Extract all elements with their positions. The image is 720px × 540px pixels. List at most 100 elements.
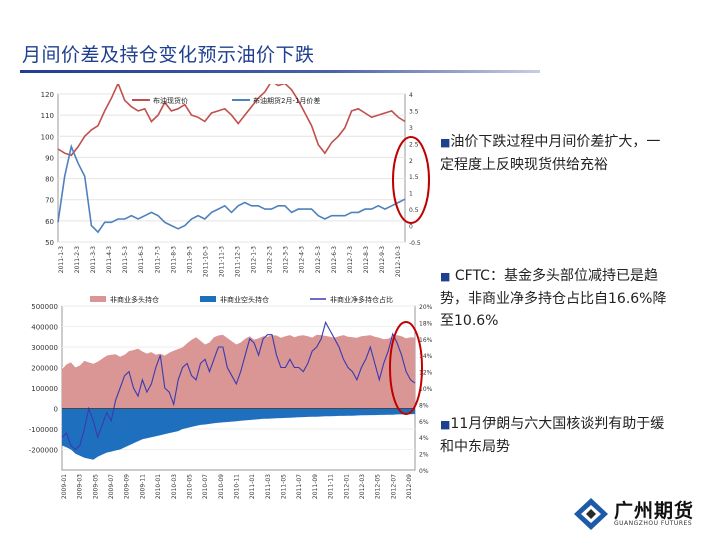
x-tick-label: 2012-6-3: [331, 246, 338, 273]
left-tick-label: 400000: [31, 324, 58, 332]
left-tick-label: 200000: [31, 365, 58, 373]
x-tick-label: 2012-2-3: [267, 246, 274, 273]
right-tick-label: 4: [409, 92, 413, 99]
x-tick-label: 2012-03: [359, 474, 366, 499]
cftc-position-chart-svg: 500000 400000 300000 200000 100000 0 -100000 -2…: [29, 295, 433, 499]
x-tick-label: 2011-8-3: [170, 246, 177, 273]
legend-label: 非商业净多持仓占比: [330, 295, 393, 304]
left-tick-label: 80: [45, 176, 54, 184]
series-line-spread: [57, 143, 406, 234]
right-tick-label: 2%: [419, 452, 429, 459]
right-tick-label: 8%: [419, 402, 429, 409]
x-tick-label: 2010-09: [218, 474, 225, 499]
legend-label: 布油期货2月-1月价差: [253, 96, 320, 105]
right-tick-label: 6%: [419, 419, 429, 426]
logo-mark-icon: [574, 498, 608, 530]
x-tick-label: 2009-11: [139, 474, 146, 499]
right-tick-label: 14%: [419, 353, 433, 360]
right-tick-label: 16%: [419, 337, 433, 344]
left-tick-label: 0: [54, 406, 58, 414]
x-tick-label: 2011-9-3: [186, 246, 193, 273]
x-tick-label: 2011-12-3: [235, 246, 242, 277]
right-tick-label: 2: [409, 158, 413, 165]
right-tick-label: 1: [409, 191, 413, 198]
x-tick-label: 2010-11: [234, 474, 241, 499]
x-tick-label: 2012-1-3: [251, 246, 258, 273]
right-tick-label: 2.5: [409, 141, 419, 148]
x-tick-label: 2011-11: [328, 474, 335, 499]
x-tick-label: 2011-05: [281, 474, 288, 499]
x-tick-label: 2011-1-3: [58, 246, 65, 273]
x-tick-label: 2009-01: [61, 474, 68, 499]
x-tick-label: 2011-4-3: [106, 246, 113, 273]
x-tick-label: 2011-11-3: [218, 246, 225, 277]
x-tick-label: 2009-03: [77, 474, 84, 499]
right-tick-label: 1.5: [409, 174, 419, 181]
left-tick-label: -100000: [29, 426, 58, 434]
x-tick-label: 2012-09: [406, 474, 413, 499]
x-tick-label: 2009-09: [124, 474, 131, 499]
x-tick-label: 2010-03: [171, 474, 178, 499]
bullet-cftc: ■ CFTC：基金多头部位减持已是趋势，非商业净多持仓占比自16.6%降至10.…: [440, 265, 670, 332]
left-tick-label: 70: [45, 197, 54, 205]
x-tick-label: 2012-4-3: [299, 246, 306, 273]
x-tick-label: 2011-10-3: [202, 246, 209, 277]
x-tick-label: 2009-05: [92, 474, 99, 499]
right-tick-label: 3.5: [409, 108, 419, 115]
legend-label: 非商业多头持仓: [110, 295, 159, 304]
series-area-long: [62, 334, 415, 409]
x-tick-label: 2011-6-3: [138, 246, 145, 273]
logo-name: 广州期货: [614, 500, 695, 522]
bullet-spread: ■油价下跌过程中月间价差扩大，一定程度上反映现货供给充裕: [440, 131, 670, 176]
series-line-spot: [57, 80, 406, 157]
bullet-text: 11月伊朗与六大国核谈判有助于缓和中东局势: [440, 416, 665, 455]
bullet-iran: ■11月伊朗与六大国核谈判有助于缓和中东局势: [440, 413, 670, 458]
right-tick-label: 3: [409, 125, 413, 132]
left-tick-label: 500000: [31, 303, 58, 311]
left-tick-label: 90: [45, 154, 54, 162]
bullet-text: CFTC：基金多头部位减持已是趋势，非商业净多持仓占比自16.6%降至10.6%: [440, 268, 667, 329]
x-tick-label: 2011-09: [312, 474, 319, 499]
legend-label: 布油现货价: [153, 96, 188, 105]
x-tick-label: 2012-8-3: [363, 246, 370, 273]
x-tick-label: 2010-05: [186, 474, 193, 499]
right-tick-label: -0.5: [409, 240, 421, 247]
x-tick-label: 2011-3-3: [90, 246, 97, 273]
x-tick-label: 2011-5-3: [122, 246, 129, 273]
x-tick-label: 2011-07: [296, 474, 303, 499]
left-tick-label: 300000: [31, 344, 58, 352]
bullet-square-icon: ■: [440, 418, 451, 431]
bullet-square-icon: ■: [440, 270, 451, 283]
right-tick-label: 0: [409, 224, 413, 231]
company-logo: 广州期货 GUANGZHOU FUTURES: [572, 496, 702, 532]
left-tick-label: 100000: [31, 385, 58, 393]
legend-label: 非商业空头持仓: [220, 295, 269, 304]
x-tick-label: 2011-7-3: [154, 246, 161, 273]
legend-swatch: [200, 296, 216, 302]
right-tick-label: 0.5: [409, 207, 419, 214]
x-tick-label: 2011-01: [249, 474, 256, 499]
right-tick-label: 20%: [419, 304, 433, 311]
logo-subtitle: GUANGZHOU FUTURES: [614, 520, 693, 527]
x-tick-label: 2011-2-3: [74, 246, 81, 273]
plot-area: [57, 93, 406, 243]
x-tick-label: 2010-07: [202, 474, 209, 499]
left-tick-label: 60: [45, 218, 54, 226]
x-tick-label: 2012-9-3: [379, 246, 386, 273]
highlight-ellipse: [389, 321, 423, 415]
x-tick-label: 2012-01: [343, 474, 350, 499]
left-tick-label: 100: [41, 133, 54, 141]
left-tick-label: -200000: [29, 447, 58, 455]
page-title: 月间价差及持仓变化预示油价下跌: [22, 44, 315, 66]
left-tick-label: 110: [41, 112, 54, 120]
right-tick-label: 0%: [419, 468, 429, 475]
x-tick-label: 2012-7-3: [347, 246, 354, 273]
cftc-position-chart: 500000 400000 300000 200000 100000 0 -100000 -2…: [20, 292, 440, 520]
brent-spread-chart: 120 110 100 90 80 70 60 50 4 3.5 3 2.5 2 1.5 1 0.5 0 -0.5…: [20, 80, 440, 290]
left-tick-label: 120: [41, 91, 54, 99]
brent-spread-chart-svg: 120 110 100 90 80 70 60 50 4 3.5 3 2.5 2 1.5 1 0.5 0 -0.5…: [41, 80, 430, 277]
left-tick-label: 50: [45, 239, 54, 247]
series-area-short: [62, 408, 415, 460]
highlight-ellipse: [392, 136, 430, 224]
series-line-ratio: [61, 320, 416, 451]
